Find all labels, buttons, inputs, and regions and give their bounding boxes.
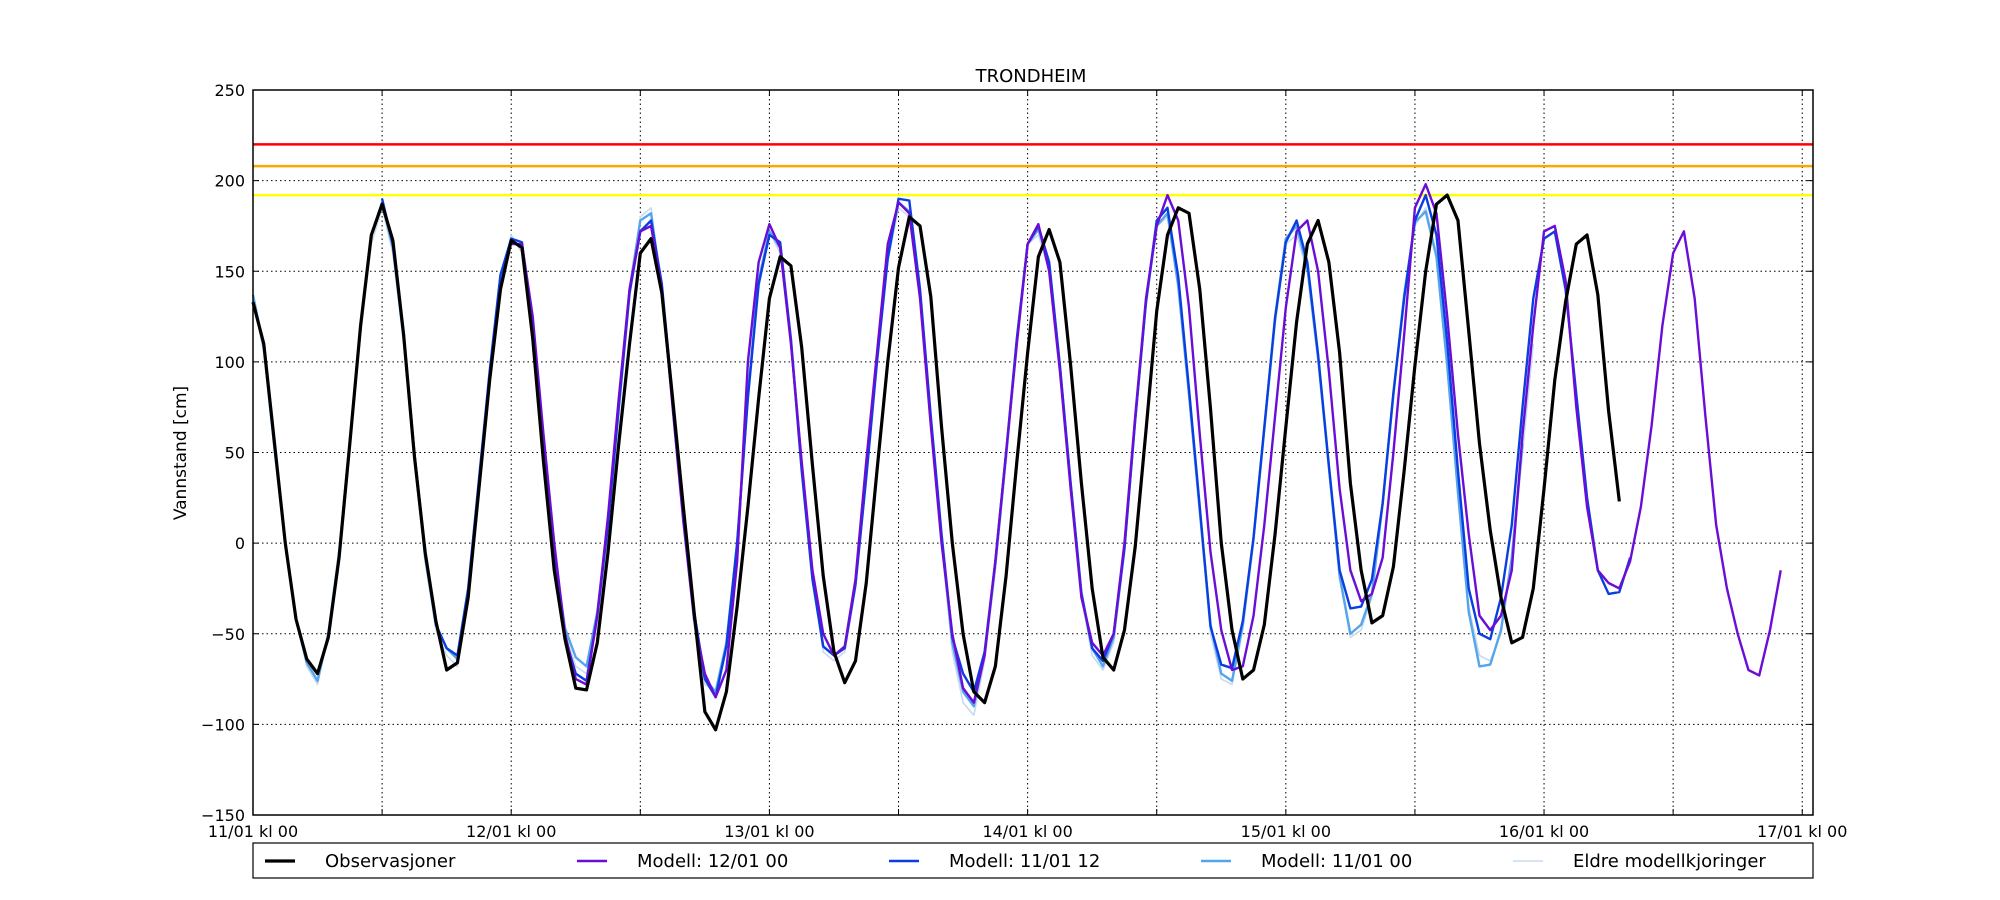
axis-ticks (252, 89, 1813, 816)
x-tick-label: 11/01 kl 00 (208, 822, 298, 841)
y-tick-label: −50 (211, 625, 245, 644)
y-tick-label: 50 (225, 444, 245, 463)
y-tick-label: 250 (214, 81, 245, 100)
series-line (252, 207, 1535, 717)
legend-label: Modell: 11/01 00 (1261, 851, 1412, 872)
x-tick-label: 15/01 kl 00 (1241, 822, 1331, 841)
y-axis-label: Vannstand [cm] (171, 386, 191, 520)
x-tick-label: 13/01 kl 00 (724, 822, 814, 841)
x-tick-label: 17/01 kl 00 (1757, 822, 1847, 841)
y-tick-label: 0 (235, 534, 245, 553)
legend-label: Eldre modellkjoringer (1573, 851, 1766, 872)
gridlines (252, 89, 1813, 816)
legend-items: Observasjoner Modell: 12/01 00 Modell: 11/… (265, 851, 1766, 872)
series-line (251, 193, 1621, 732)
legend-label: Modell: 11/01 12 (949, 851, 1100, 872)
legend-label: Modell: 12/01 00 (637, 851, 788, 872)
legend-label: Observasjoner (325, 851, 456, 872)
x-tick-label: 14/01 kl 00 (982, 822, 1072, 841)
x-tick-label: 12/01 kl 00 (466, 822, 556, 841)
y-tick-labels: −150 −100 −50 0 50 100 150 200 250 (201, 81, 245, 825)
y-tick-label: 200 (214, 172, 245, 191)
y-tick-label: 150 (214, 262, 245, 281)
x-tick-label: 16/01 kl 00 (1499, 822, 1589, 841)
x-tick-labels: 11/01 kl 00 12/01 kl 00 13/01 kl 00 14/01 k… (208, 822, 1848, 841)
legend (252, 842, 1814, 879)
y-tick-label: −100 (201, 715, 245, 734)
y-tick-label: 100 (214, 353, 245, 372)
series-line (511, 183, 1782, 704)
chart-title: TRONDHEIM (975, 66, 1087, 87)
series-lines (251, 183, 1782, 732)
threshold-lines (253, 143, 1813, 197)
y-tick-label: −150 (201, 806, 245, 825)
